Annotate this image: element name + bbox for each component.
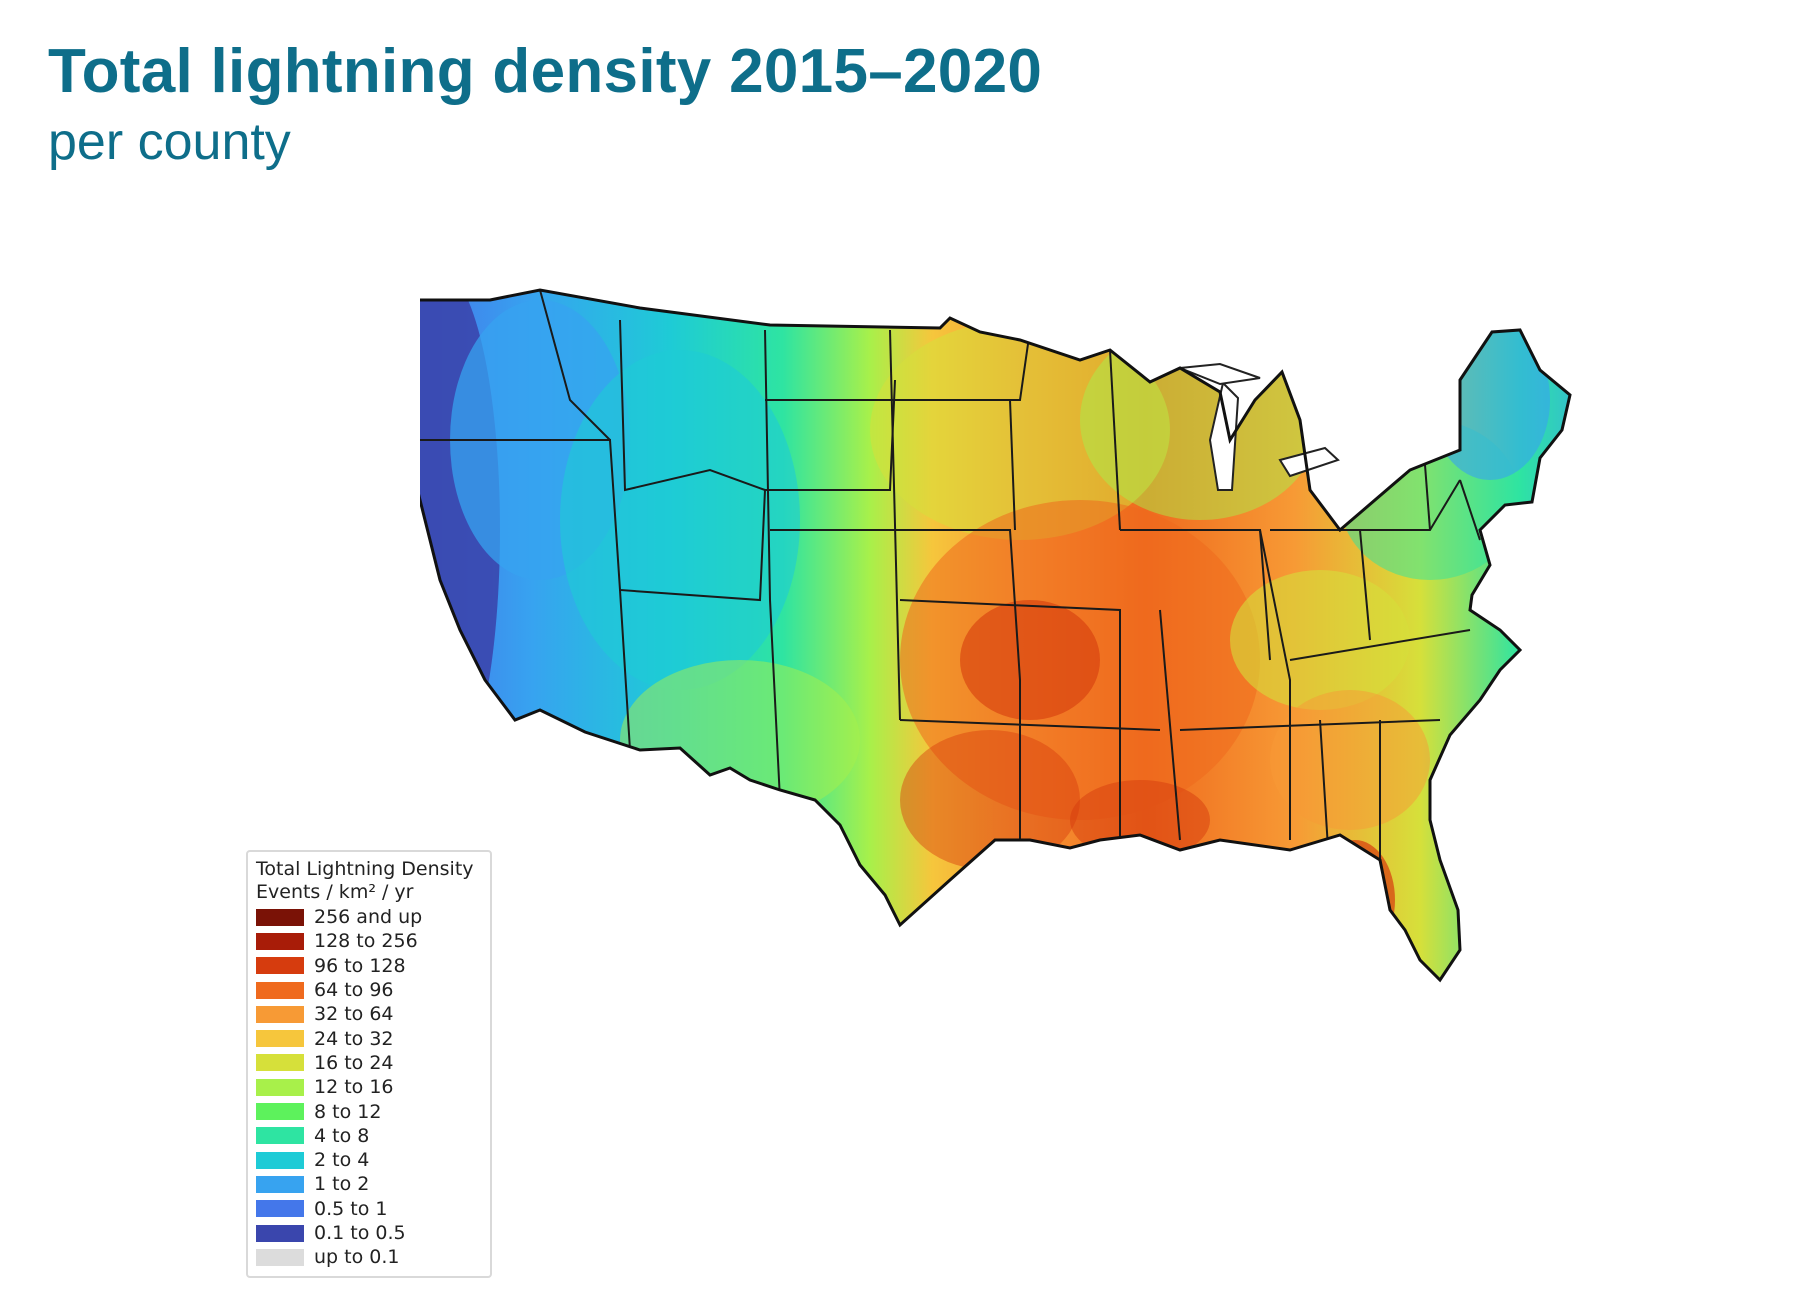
- legend-label: 12 to 16: [314, 1076, 394, 1099]
- legend-swatch: [256, 1248, 304, 1266]
- legend-swatch: [256, 1054, 304, 1072]
- legend-item: 12 to 16: [256, 1075, 482, 1099]
- legend-label: up to 0.1: [314, 1246, 400, 1269]
- legend-item: 16 to 24: [256, 1051, 482, 1075]
- map-legend: Total Lightning Density Events / km² / y…: [246, 850, 492, 1278]
- legend-item: 32 to 64: [256, 1002, 482, 1026]
- legend-label: 16 to 24: [314, 1051, 394, 1074]
- map-subtitle: per county: [48, 113, 291, 171]
- us-lightning-map: [420, 288, 1572, 982]
- legend-label: 0.5 to 1: [314, 1197, 388, 1220]
- legend-label: 1 to 2: [314, 1173, 370, 1196]
- legend-swatch: [256, 1175, 304, 1193]
- legend-item: 0.1 to 0.5: [256, 1221, 482, 1245]
- legend-title: Total Lightning Density: [256, 858, 474, 880]
- legend-item: 64 to 96: [256, 978, 482, 1002]
- legend-item: 0.5 to 1: [256, 1197, 482, 1221]
- legend-swatch: [256, 908, 304, 926]
- legend-item: 1 to 2: [256, 1172, 482, 1196]
- legend-item: 96 to 128: [256, 954, 482, 978]
- legend-label: 24 to 32: [314, 1027, 394, 1050]
- legend-item: 24 to 32: [256, 1026, 482, 1050]
- legend-swatch: [256, 932, 304, 950]
- state-borders: [420, 290, 1481, 881]
- legend-item: 4 to 8: [256, 1124, 482, 1148]
- legend-label: 32 to 64: [314, 1003, 394, 1026]
- legend-swatch: [256, 957, 304, 975]
- legend-label: 0.1 to 0.5: [314, 1222, 406, 1244]
- legend-swatch: [256, 1078, 304, 1096]
- legend-swatch: [256, 1103, 304, 1121]
- legend-label: 8 to 12: [314, 1100, 382, 1123]
- legend-label: 256 and up: [314, 906, 423, 929]
- legend-swatch: [256, 1030, 304, 1048]
- legend-units: Events / km² / yr: [256, 881, 414, 903]
- legend-item: 2 to 4: [256, 1148, 482, 1172]
- great-lakes: [1179, 362, 1340, 491]
- legend-label: 128 to 256: [314, 930, 418, 953]
- legend-item: up to 0.1: [256, 1245, 482, 1269]
- map-title: Total lightning density 2015–2020: [48, 37, 1043, 106]
- legend-item: 8 to 12: [256, 1099, 482, 1123]
- legend-swatch: [256, 981, 304, 999]
- legend-item: 256 and up: [256, 905, 482, 929]
- legend-label: 4 to 8: [314, 1124, 370, 1147]
- legend-swatch: [256, 1151, 304, 1169]
- legend-label: 96 to 128: [314, 954, 406, 977]
- legend-items: 256 and up 128 to 256 96 to 128 64 to 96 32 …: [256, 905, 482, 1269]
- legend-swatch: [256, 1127, 304, 1145]
- legend-item: 128 to 256: [256, 929, 482, 953]
- legend-label: 64 to 96: [314, 979, 394, 1002]
- legend-swatch: [256, 1224, 304, 1242]
- legend-swatch: [256, 1005, 304, 1023]
- legend-label: 2 to 4: [314, 1149, 370, 1172]
- legend-swatch: [256, 1200, 304, 1218]
